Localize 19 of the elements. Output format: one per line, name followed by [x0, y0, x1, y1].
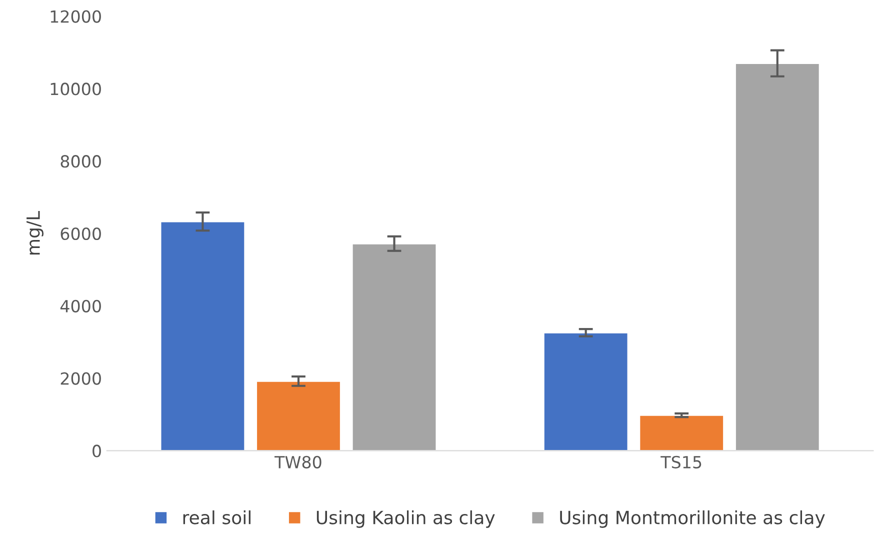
legend-label: Using Montmorillonite as clay [560, 510, 825, 528]
bar [638, 414, 724, 451]
x-tick-label: TS15 [660, 456, 702, 468]
bar [160, 220, 246, 451]
bar [542, 332, 629, 451]
bar [256, 380, 342, 451]
y-tick-label: 6000 [60, 227, 101, 240]
legend-label: real soil [183, 510, 250, 524]
y-tick-label: 12000 [50, 10, 101, 23]
bar [351, 242, 438, 451]
y-tick-label: 8000 [60, 155, 101, 168]
y-tick-label: 10000 [50, 82, 101, 96]
y-tick-label: 4000 [60, 300, 101, 312]
y-axis-title: mg/L [26, 210, 44, 254]
bar [734, 62, 820, 451]
legend-label: Using Kaolin as clay [316, 510, 495, 528]
y-tick-label: 2000 [60, 372, 101, 385]
y-tick-label: 0 [92, 444, 101, 458]
x-tick-label: TW80 [274, 456, 322, 468]
